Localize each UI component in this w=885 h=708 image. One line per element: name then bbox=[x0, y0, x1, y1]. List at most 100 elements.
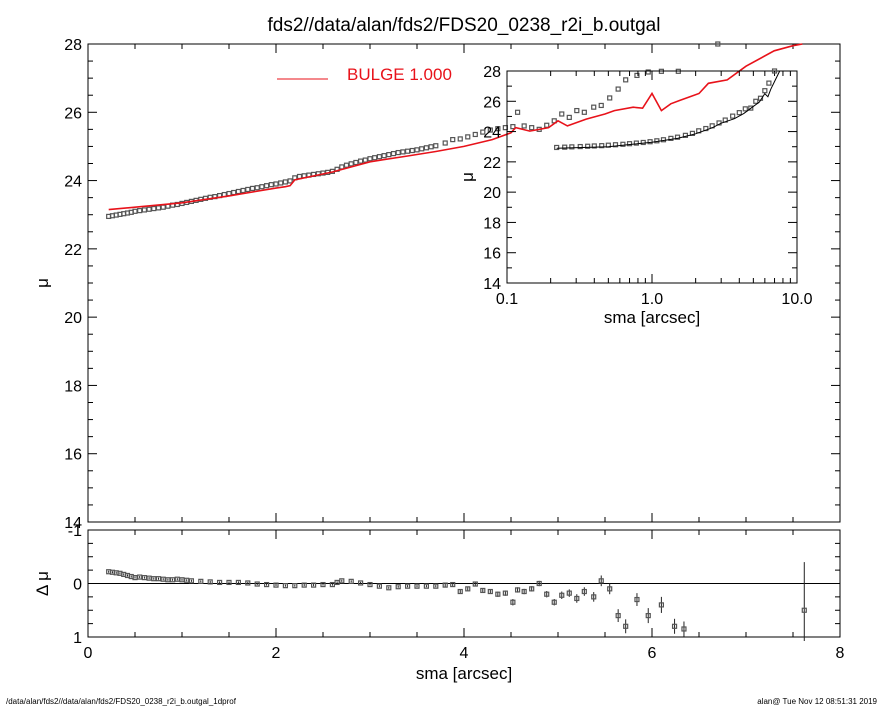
residual-data-point bbox=[801, 607, 807, 613]
main-data-point bbox=[381, 153, 387, 159]
main-data-point bbox=[450, 137, 456, 143]
residual-data-point bbox=[598, 578, 604, 584]
main-plot-area bbox=[106, 41, 803, 220]
main-data-point bbox=[428, 144, 434, 150]
inset-data-point bbox=[736, 110, 742, 116]
inset-xtick-label: 10.0 bbox=[781, 291, 812, 308]
main-data-point bbox=[566, 114, 572, 121]
main-data-point bbox=[137, 208, 143, 214]
main-data-point bbox=[409, 147, 415, 154]
main-data-point bbox=[395, 149, 401, 156]
main-data-point bbox=[245, 186, 251, 193]
main-data-point bbox=[155, 205, 162, 211]
main-data-point bbox=[433, 143, 439, 149]
residual-ytick-label: 1 bbox=[73, 630, 82, 647]
inset-data-point bbox=[554, 144, 560, 151]
inset-data-point bbox=[626, 141, 633, 147]
residual-data-point bbox=[165, 577, 171, 583]
residual-data-point bbox=[254, 581, 260, 587]
inset-model-line bbox=[556, 70, 781, 149]
residual-data-point bbox=[529, 586, 535, 592]
main-data-point bbox=[634, 72, 640, 79]
residual-data-point bbox=[188, 578, 194, 584]
residual-data-point bbox=[155, 576, 162, 582]
main-data-point bbox=[348, 161, 354, 167]
residual-data-point bbox=[207, 579, 213, 585]
residual-data-point bbox=[536, 580, 542, 587]
legend-label: BULGE 1.000 bbox=[347, 65, 452, 84]
main-data-point bbox=[598, 102, 604, 109]
residual-data-point bbox=[671, 623, 678, 629]
main-ytick-label: 20 bbox=[64, 310, 82, 327]
residual-data-point bbox=[160, 576, 166, 582]
residual-data-point bbox=[137, 574, 143, 580]
residual-data-point bbox=[348, 578, 354, 584]
residual-data-point bbox=[358, 580, 364, 586]
main-data-point bbox=[581, 109, 587, 115]
legend: BULGE 1.000 bbox=[277, 65, 452, 84]
inset-ytick-label: 18 bbox=[483, 215, 501, 232]
main-data-point bbox=[414, 147, 420, 153]
residual-data-point bbox=[282, 583, 288, 589]
main-data-point bbox=[367, 156, 373, 162]
residual-data-point bbox=[574, 595, 580, 602]
inset-data-point bbox=[730, 113, 736, 119]
residual-data-point bbox=[566, 590, 572, 596]
residual-xtick-label: 8 bbox=[836, 645, 845, 662]
main-data-point bbox=[514, 109, 521, 115]
residual-data-point bbox=[472, 581, 478, 587]
main-data-point bbox=[400, 149, 406, 155]
residual-data-point bbox=[433, 583, 439, 589]
inset-data-point bbox=[742, 106, 748, 112]
main-data-point bbox=[278, 180, 284, 186]
residual-data-point bbox=[292, 583, 298, 589]
residual-data-point bbox=[551, 599, 557, 605]
residual-data-point bbox=[217, 579, 223, 586]
main-data-point bbox=[249, 185, 256, 192]
residual-y-axis-label: Δ μ bbox=[33, 571, 52, 596]
main-data-point bbox=[615, 86, 621, 92]
main-data-point bbox=[487, 127, 493, 133]
inset-data-point bbox=[569, 144, 575, 150]
residual-data-point bbox=[184, 577, 190, 583]
inset-data-point bbox=[753, 98, 759, 104]
main-data-point bbox=[495, 126, 501, 132]
main-data-point bbox=[353, 159, 359, 166]
inset-data-point bbox=[633, 140, 639, 146]
residual-data-point bbox=[521, 588, 527, 595]
main-data-point bbox=[146, 206, 152, 212]
residual-data-point bbox=[487, 588, 493, 595]
inset-data-point bbox=[647, 139, 653, 145]
main-data-point bbox=[544, 122, 550, 128]
inset-y-axis-label: μ bbox=[458, 172, 477, 182]
residual-xtick-label: 6 bbox=[648, 645, 657, 662]
main-data-point bbox=[405, 148, 411, 154]
residual-data-point bbox=[591, 594, 597, 600]
residual-data-point bbox=[510, 599, 516, 605]
main-data-point bbox=[529, 125, 535, 131]
main-data-point bbox=[282, 179, 288, 185]
main-data-point bbox=[231, 189, 237, 196]
main-ytick-label: 16 bbox=[64, 447, 82, 464]
residual-data-point bbox=[301, 582, 307, 588]
residual-data-point bbox=[581, 588, 587, 595]
residual-data-point bbox=[174, 576, 180, 582]
inset-data-point bbox=[577, 143, 583, 150]
residual-data-point bbox=[376, 583, 382, 589]
residual-data-point bbox=[367, 581, 373, 588]
residual-data-point bbox=[132, 575, 138, 581]
inset-data-point bbox=[771, 68, 778, 74]
inset-data-point bbox=[562, 144, 568, 150]
residual-data-point bbox=[502, 590, 508, 596]
residual-xtick-label: 2 bbox=[272, 645, 281, 662]
residual-data-point bbox=[151, 576, 157, 582]
inset-plot-area bbox=[554, 68, 781, 151]
main-data-point bbox=[623, 77, 629, 83]
inset-ytick-label: 22 bbox=[483, 155, 501, 172]
inset-ytick-label: 14 bbox=[483, 276, 501, 293]
main-data-point bbox=[386, 152, 392, 158]
main-model-line bbox=[108, 43, 803, 211]
inset-data-point bbox=[585, 143, 591, 149]
main-ytick-label: 26 bbox=[64, 105, 82, 122]
residual-data-point bbox=[607, 586, 613, 592]
